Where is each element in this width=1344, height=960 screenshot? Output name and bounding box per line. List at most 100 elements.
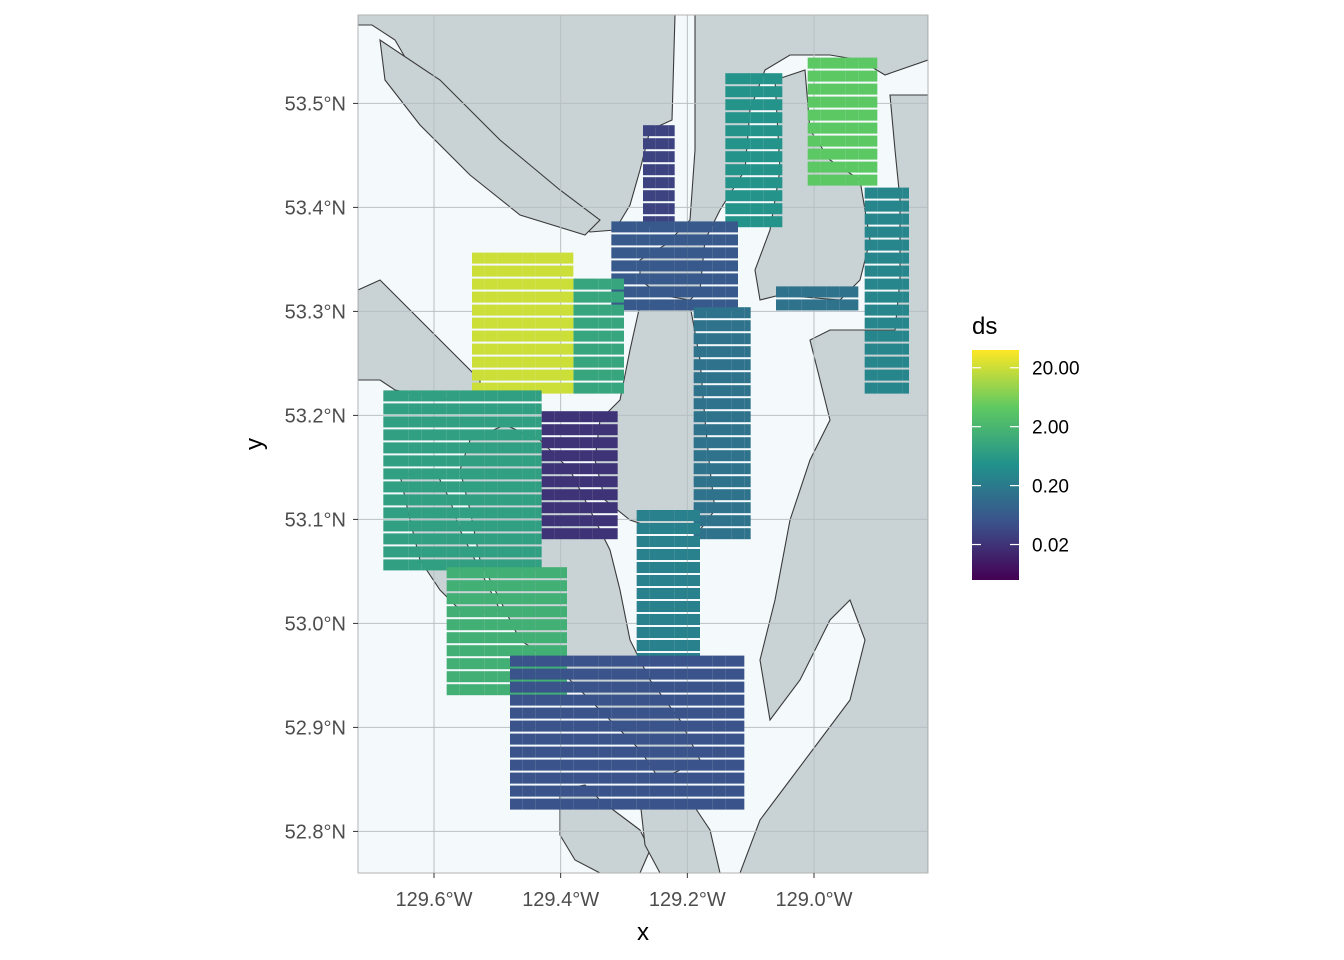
data-tile [548,291,561,303]
data-tile [643,138,656,150]
data-tile [877,265,890,277]
data-tile [649,549,662,560]
data-tile [611,278,624,290]
data-tile [624,273,637,285]
data-tile [807,83,821,95]
data-tile [624,681,637,693]
data-tile [643,177,656,189]
data-tile [662,707,675,719]
data-tile [522,382,536,394]
data-tile [864,226,878,238]
data-tile [567,476,580,488]
data-tile [611,343,624,355]
data-tile [579,450,593,462]
data-tile [573,759,586,771]
data-tile [693,437,707,449]
data-tile [712,720,726,732]
data-tile [535,720,548,732]
data-tile [712,247,726,259]
data-tile [719,346,732,358]
data-tile [421,533,434,545]
data-tile [560,278,574,290]
data-tile [408,494,422,506]
data-tile [750,86,764,98]
data-tile [510,494,523,506]
data-tile [725,203,738,215]
data-tile [674,549,688,560]
data-tile [598,759,612,771]
data-tile [592,476,605,488]
data-tile [636,588,650,599]
data-tile [877,382,890,394]
data-tile [579,476,593,488]
data-tile [649,759,662,771]
data-tile [522,265,536,277]
data-tile [636,668,650,680]
data-tile [687,668,700,680]
data-tile [845,83,859,95]
land-far-east [739,94,928,873]
data-tile [700,273,713,285]
data-tile [421,442,434,454]
map-panel-border [357,14,929,874]
data-tile [731,489,745,501]
data-tile [497,494,510,506]
data-tile [554,463,567,475]
data-tile [845,122,859,134]
data-tile [484,684,498,696]
data-tile [725,798,738,810]
data-tile [712,681,726,693]
data-tile [662,720,675,732]
data-tile [655,190,669,202]
data-tile [877,317,890,329]
data-tile [643,203,656,215]
data-tile [484,559,498,571]
data-tile [560,369,574,381]
data-tile [579,489,593,501]
data-tile [434,533,447,545]
data-tile [535,429,542,441]
data-tile [484,645,498,657]
data-tile [484,278,498,290]
data-tile [687,627,700,638]
data-tile [510,533,523,545]
data-tile [522,252,536,264]
data-tile [744,320,751,332]
data-tile [560,707,574,719]
data-tile [579,502,593,514]
data-tile [725,681,738,693]
data-tile [383,559,396,571]
data-tile [497,533,510,545]
data-tile [592,411,605,423]
data-tile [408,559,422,571]
data-tile [624,772,637,784]
data-tile [687,785,700,797]
data-tile [586,785,599,797]
data-tile [472,658,485,670]
data-tile [408,533,422,545]
data-tile [459,481,472,493]
data-tile [763,203,776,215]
y-axis-title: y [241,438,268,450]
data-tile [731,385,745,397]
data-tile [446,520,460,532]
data-tile [890,330,903,342]
data-tile [497,593,510,605]
data-tile [396,494,409,506]
data-tile [763,125,776,137]
data-tile [839,286,852,298]
data-tile [706,307,719,319]
x-axis-title: x [637,919,649,946]
data-tile [649,299,662,311]
data-tile [820,174,833,186]
data-tile [820,57,833,69]
data-tile [497,265,510,277]
data-tile [687,655,700,667]
data-tile [510,468,523,480]
data-tile [668,125,675,137]
data-tile [731,333,745,345]
data-tile [643,164,656,176]
data-tile [649,562,662,573]
data-tile [535,382,548,394]
data-tile [611,369,624,381]
